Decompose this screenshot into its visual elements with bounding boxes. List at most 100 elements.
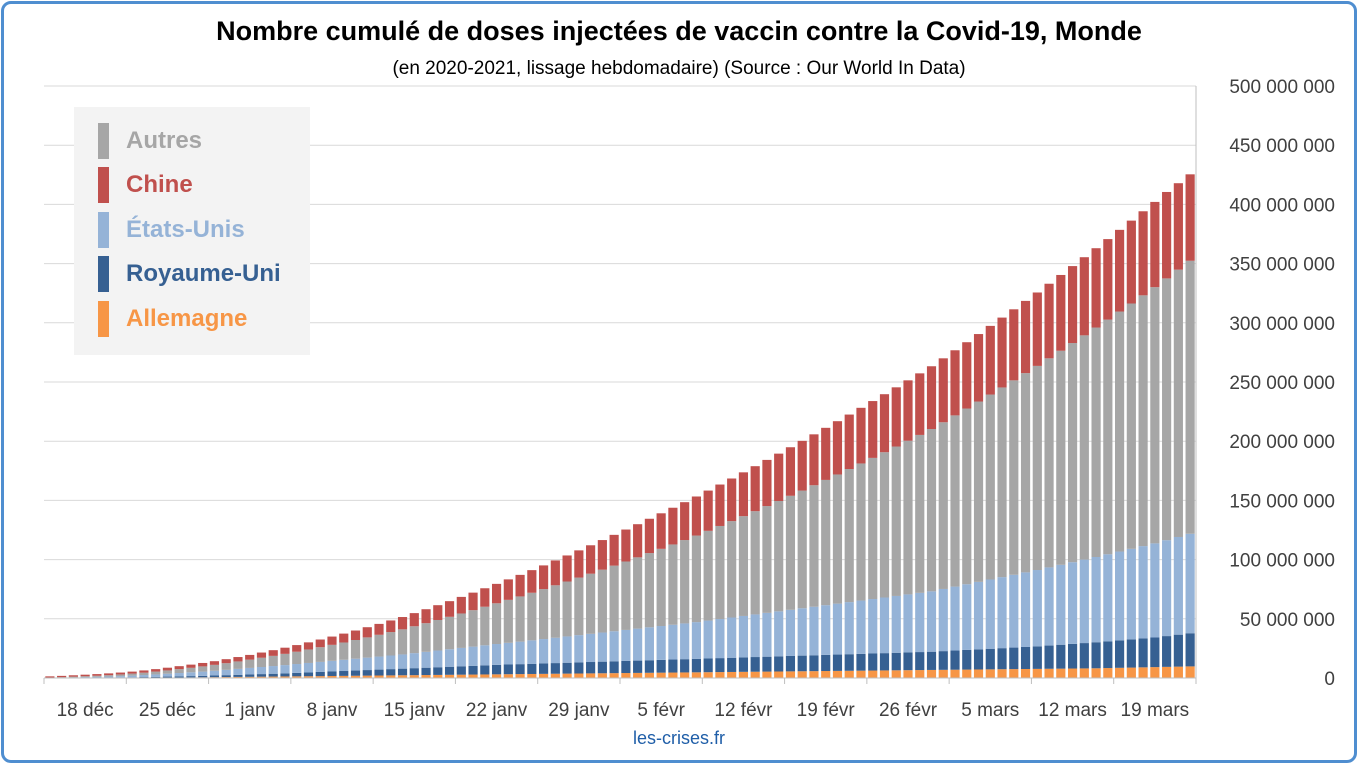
bar-segment-autres (268, 655, 278, 667)
bar-segment-autres (503, 599, 513, 643)
bar-segment-chine (715, 484, 725, 526)
x-tick-label: 12 mars (1038, 700, 1107, 721)
bar-segment--tats-unis (1126, 548, 1136, 640)
bar-segment-royaume-uni (1185, 633, 1195, 667)
bar-segment-chine (985, 325, 995, 395)
bar-segment-allemagne (962, 669, 972, 678)
bar-segment-autres (444, 616, 455, 650)
bar-segment-autres (715, 525, 725, 620)
bar-segment--tats-unis (409, 653, 419, 669)
bar-segment-allemagne (609, 673, 619, 678)
bar-segment--tats-unis (245, 667, 255, 675)
bar-segment--tats-unis (221, 669, 231, 676)
bar-segment-autres (1162, 278, 1172, 541)
bar-segment--tats-unis (1162, 540, 1172, 637)
legend-label-royaume-uni: Royaume-Uni (126, 260, 281, 287)
bar-segment--tats-unis (1044, 567, 1054, 646)
bar-segment-royaume-uni (174, 676, 184, 678)
bar-segment-autres (256, 657, 267, 667)
bar-segment-autres (656, 548, 666, 627)
x-tick-label: 29 janv (548, 700, 610, 721)
bar-segment-allemagne (339, 675, 349, 678)
bar-segment-chine (491, 583, 502, 604)
bar-segment-allemagne (915, 670, 925, 678)
bar-segment-chine (104, 673, 114, 676)
bar-segment-royaume-uni (891, 652, 901, 671)
bar-segment-chine (68, 675, 78, 677)
bar-segment-allemagne (315, 676, 325, 678)
bar-segment-chine (633, 524, 643, 558)
bar-segment-chine (1126, 220, 1136, 304)
bar-segment--tats-unis (1079, 559, 1089, 644)
bar-segment-allemagne (891, 670, 901, 678)
bar-segment-autres (562, 581, 572, 637)
bar-segment--tats-unis (327, 660, 337, 672)
bar-segment-chine (1067, 266, 1078, 344)
bar-segment-chine (785, 447, 796, 496)
bar-segment-allemagne (327, 675, 337, 678)
bar-segment-allemagne (468, 674, 478, 678)
bar-segment-autres (350, 639, 361, 659)
bar-segment-allemagne (1103, 668, 1113, 678)
bar-segment-chine (57, 675, 67, 678)
bar-segment-autres (574, 577, 584, 636)
bar-segment--tats-unis (821, 605, 831, 655)
bar-segment-royaume-uni (715, 658, 725, 673)
bar-segment-chine (586, 545, 596, 574)
bar-segment-chine (950, 350, 960, 416)
bar-segment--tats-unis (1173, 536, 1183, 635)
bar-segment-chine (1185, 174, 1195, 261)
legend-label-autres: Autres (126, 127, 203, 154)
bar-segment-allemagne (1091, 668, 1101, 678)
bar-segment-allemagne (350, 675, 361, 678)
bar-segment-autres (868, 457, 878, 600)
bar-segment--tats-unis (586, 633, 596, 663)
bar-segment--tats-unis (480, 645, 490, 666)
bar-segment-autres (774, 500, 784, 612)
bar-segment--tats-unis (339, 659, 349, 672)
bar-segment--tats-unis (315, 661, 325, 672)
bar-segment--tats-unis (879, 597, 890, 654)
bar-segment-royaume-uni (703, 658, 713, 673)
y-tick-label: 350 000 000 (1229, 255, 1335, 276)
bar-segment-chine (656, 513, 666, 549)
bar-segment--tats-unis (644, 627, 654, 661)
bar-segment--tats-unis (856, 600, 866, 654)
bar-segment-autres (362, 637, 372, 658)
bar-segment-autres (997, 387, 1007, 578)
bar-segment--tats-unis (503, 642, 513, 665)
bar-segment-royaume-uni (868, 653, 878, 671)
bar-segment-chine (621, 529, 631, 562)
bar-segment-royaume-uni (1067, 643, 1078, 669)
bar-segment--tats-unis (268, 666, 278, 674)
bar-segment-chine (891, 387, 901, 447)
bar-segment-autres (527, 592, 537, 641)
bar-segment-allemagne (1185, 666, 1195, 678)
bar-segment-autres (903, 440, 913, 595)
bar-segment--tats-unis (292, 664, 302, 673)
bar-segment-allemagne (597, 673, 607, 678)
bar-segment-royaume-uni (221, 675, 231, 678)
bar-segment-chine (727, 478, 737, 522)
bar-segment-allemagne (1056, 668, 1066, 678)
bar-segment-royaume-uni (550, 663, 560, 674)
bar-segment-autres (1126, 303, 1136, 549)
bar-segment-allemagne (280, 676, 290, 678)
bar-segment-allemagne (362, 675, 372, 678)
bar-segment-chine (562, 555, 572, 582)
x-tick-label: 1 janv (224, 700, 275, 721)
bar-segment-allemagne (1162, 666, 1172, 678)
bar-segment-allemagne (480, 674, 490, 678)
bar-segment--tats-unis (715, 619, 725, 659)
bar-segment-autres (680, 540, 690, 624)
bar-segment--tats-unis (891, 595, 901, 653)
bar-segment-autres (1091, 327, 1101, 557)
bar-segment-allemagne (550, 673, 560, 678)
bar-segment-chine (680, 502, 690, 541)
bar-segment-royaume-uni (644, 660, 654, 673)
bar-segment--tats-unis (950, 586, 960, 651)
bar-segment-royaume-uni (938, 651, 948, 670)
bar-segment-autres (1138, 295, 1148, 547)
bar-segment-chine (879, 394, 890, 453)
bar-segment--tats-unis (633, 628, 643, 661)
